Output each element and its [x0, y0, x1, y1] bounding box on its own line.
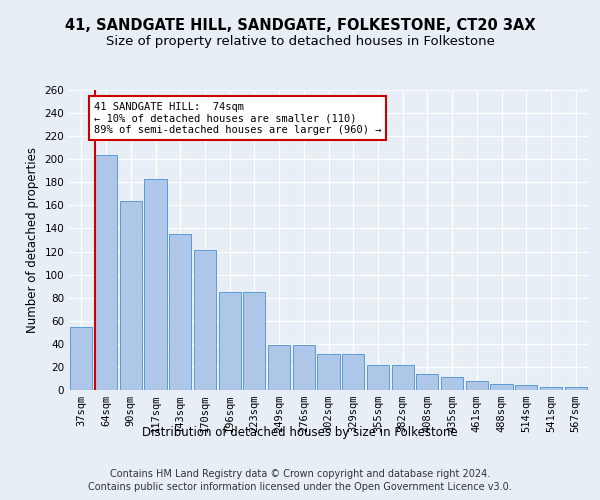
Bar [441, 378, 463, 390]
Bar [243, 292, 265, 390]
Bar [95, 154, 117, 390]
Bar [565, 386, 587, 390]
Bar [490, 384, 512, 390]
Bar [169, 234, 191, 390]
Bar [194, 250, 216, 390]
Bar [515, 386, 538, 390]
Bar [145, 179, 167, 390]
Bar [119, 201, 142, 390]
Text: 41, SANDGATE HILL, SANDGATE, FOLKESTONE, CT20 3AX: 41, SANDGATE HILL, SANDGATE, FOLKESTONE,… [65, 18, 535, 32]
Bar [70, 326, 92, 390]
Bar [218, 292, 241, 390]
Text: Size of property relative to detached houses in Folkestone: Size of property relative to detached ho… [106, 35, 494, 48]
Text: Contains public sector information licensed under the Open Government Licence v3: Contains public sector information licen… [88, 482, 512, 492]
Bar [293, 345, 315, 390]
Y-axis label: Number of detached properties: Number of detached properties [26, 147, 39, 333]
Bar [367, 364, 389, 390]
Bar [317, 354, 340, 390]
Text: Distribution of detached houses by size in Folkestone: Distribution of detached houses by size … [142, 426, 458, 439]
Bar [268, 345, 290, 390]
Bar [342, 354, 364, 390]
Bar [392, 364, 414, 390]
Bar [416, 374, 439, 390]
Text: 41 SANDGATE HILL:  74sqm
← 10% of detached houses are smaller (110)
89% of semi-: 41 SANDGATE HILL: 74sqm ← 10% of detache… [94, 102, 381, 134]
Bar [540, 386, 562, 390]
Bar [466, 381, 488, 390]
Text: Contains HM Land Registry data © Crown copyright and database right 2024.: Contains HM Land Registry data © Crown c… [110, 469, 490, 479]
